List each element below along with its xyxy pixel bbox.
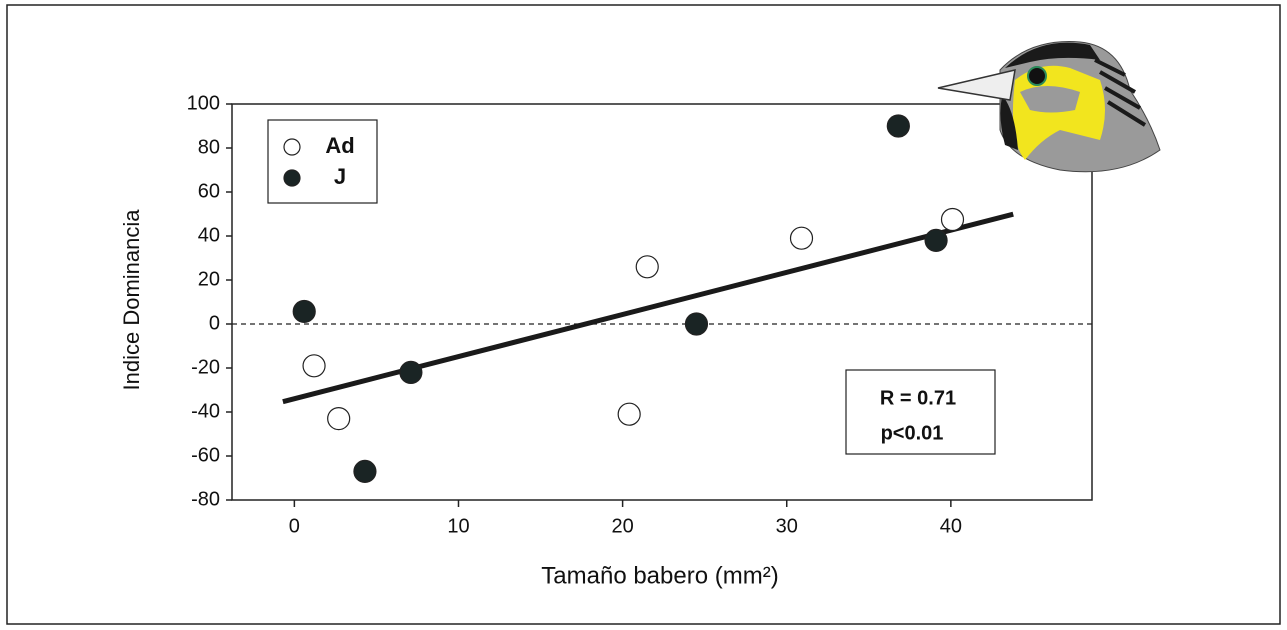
plot-area: [231, 103, 1093, 501]
x-tick-label: 30: [776, 515, 798, 537]
x-tick-label: 20: [611, 515, 633, 537]
point: [789, 226, 814, 250]
y-tick-label: -40: [191, 400, 220, 422]
legend-marker: [283, 138, 301, 156]
bird-illustration: [937, 41, 1161, 173]
point: [886, 114, 910, 138]
y-tick-label: 0: [209, 312, 220, 334]
x-tick-label: 0: [289, 515, 300, 537]
annotation: R = 0.71: [880, 387, 956, 409]
y-tick-label: 80: [198, 136, 220, 158]
legend: [267, 119, 378, 204]
point: [924, 228, 948, 252]
stats-box: [845, 369, 996, 455]
y-tick-label: -60: [191, 444, 220, 466]
legend-label: J: [334, 164, 346, 189]
point: [399, 360, 423, 384]
point: [353, 459, 377, 483]
x-axis-label: Tamaño babero (mm²): [541, 562, 778, 589]
y-tick-label: -20: [191, 356, 220, 378]
point: [327, 407, 351, 431]
annotation: p<0.01: [881, 422, 944, 444]
point: [684, 312, 709, 336]
y-tick-label: 60: [198, 180, 220, 202]
y-tick-label: 100: [187, 92, 220, 114]
y-tick-label: 20: [198, 268, 220, 290]
y-tick-label: 40: [198, 224, 220, 246]
marks: -80 -60 -40 -20 0 20 40 60 80 100 0 10 20 30 40 Ad J: [187, 92, 1092, 537]
point: [302, 354, 326, 378]
y-tick-label: -80: [191, 488, 220, 510]
legend-label: Ad: [325, 133, 354, 158]
y-axis-label: Indice Dominancia: [119, 209, 144, 391]
x-tick-label: 40: [940, 515, 962, 537]
point: [617, 402, 641, 426]
legend-marker: [283, 169, 301, 187]
point: [635, 255, 659, 279]
point: [292, 299, 316, 324]
x-tick-label: 10: [447, 515, 469, 537]
point: [940, 207, 965, 232]
